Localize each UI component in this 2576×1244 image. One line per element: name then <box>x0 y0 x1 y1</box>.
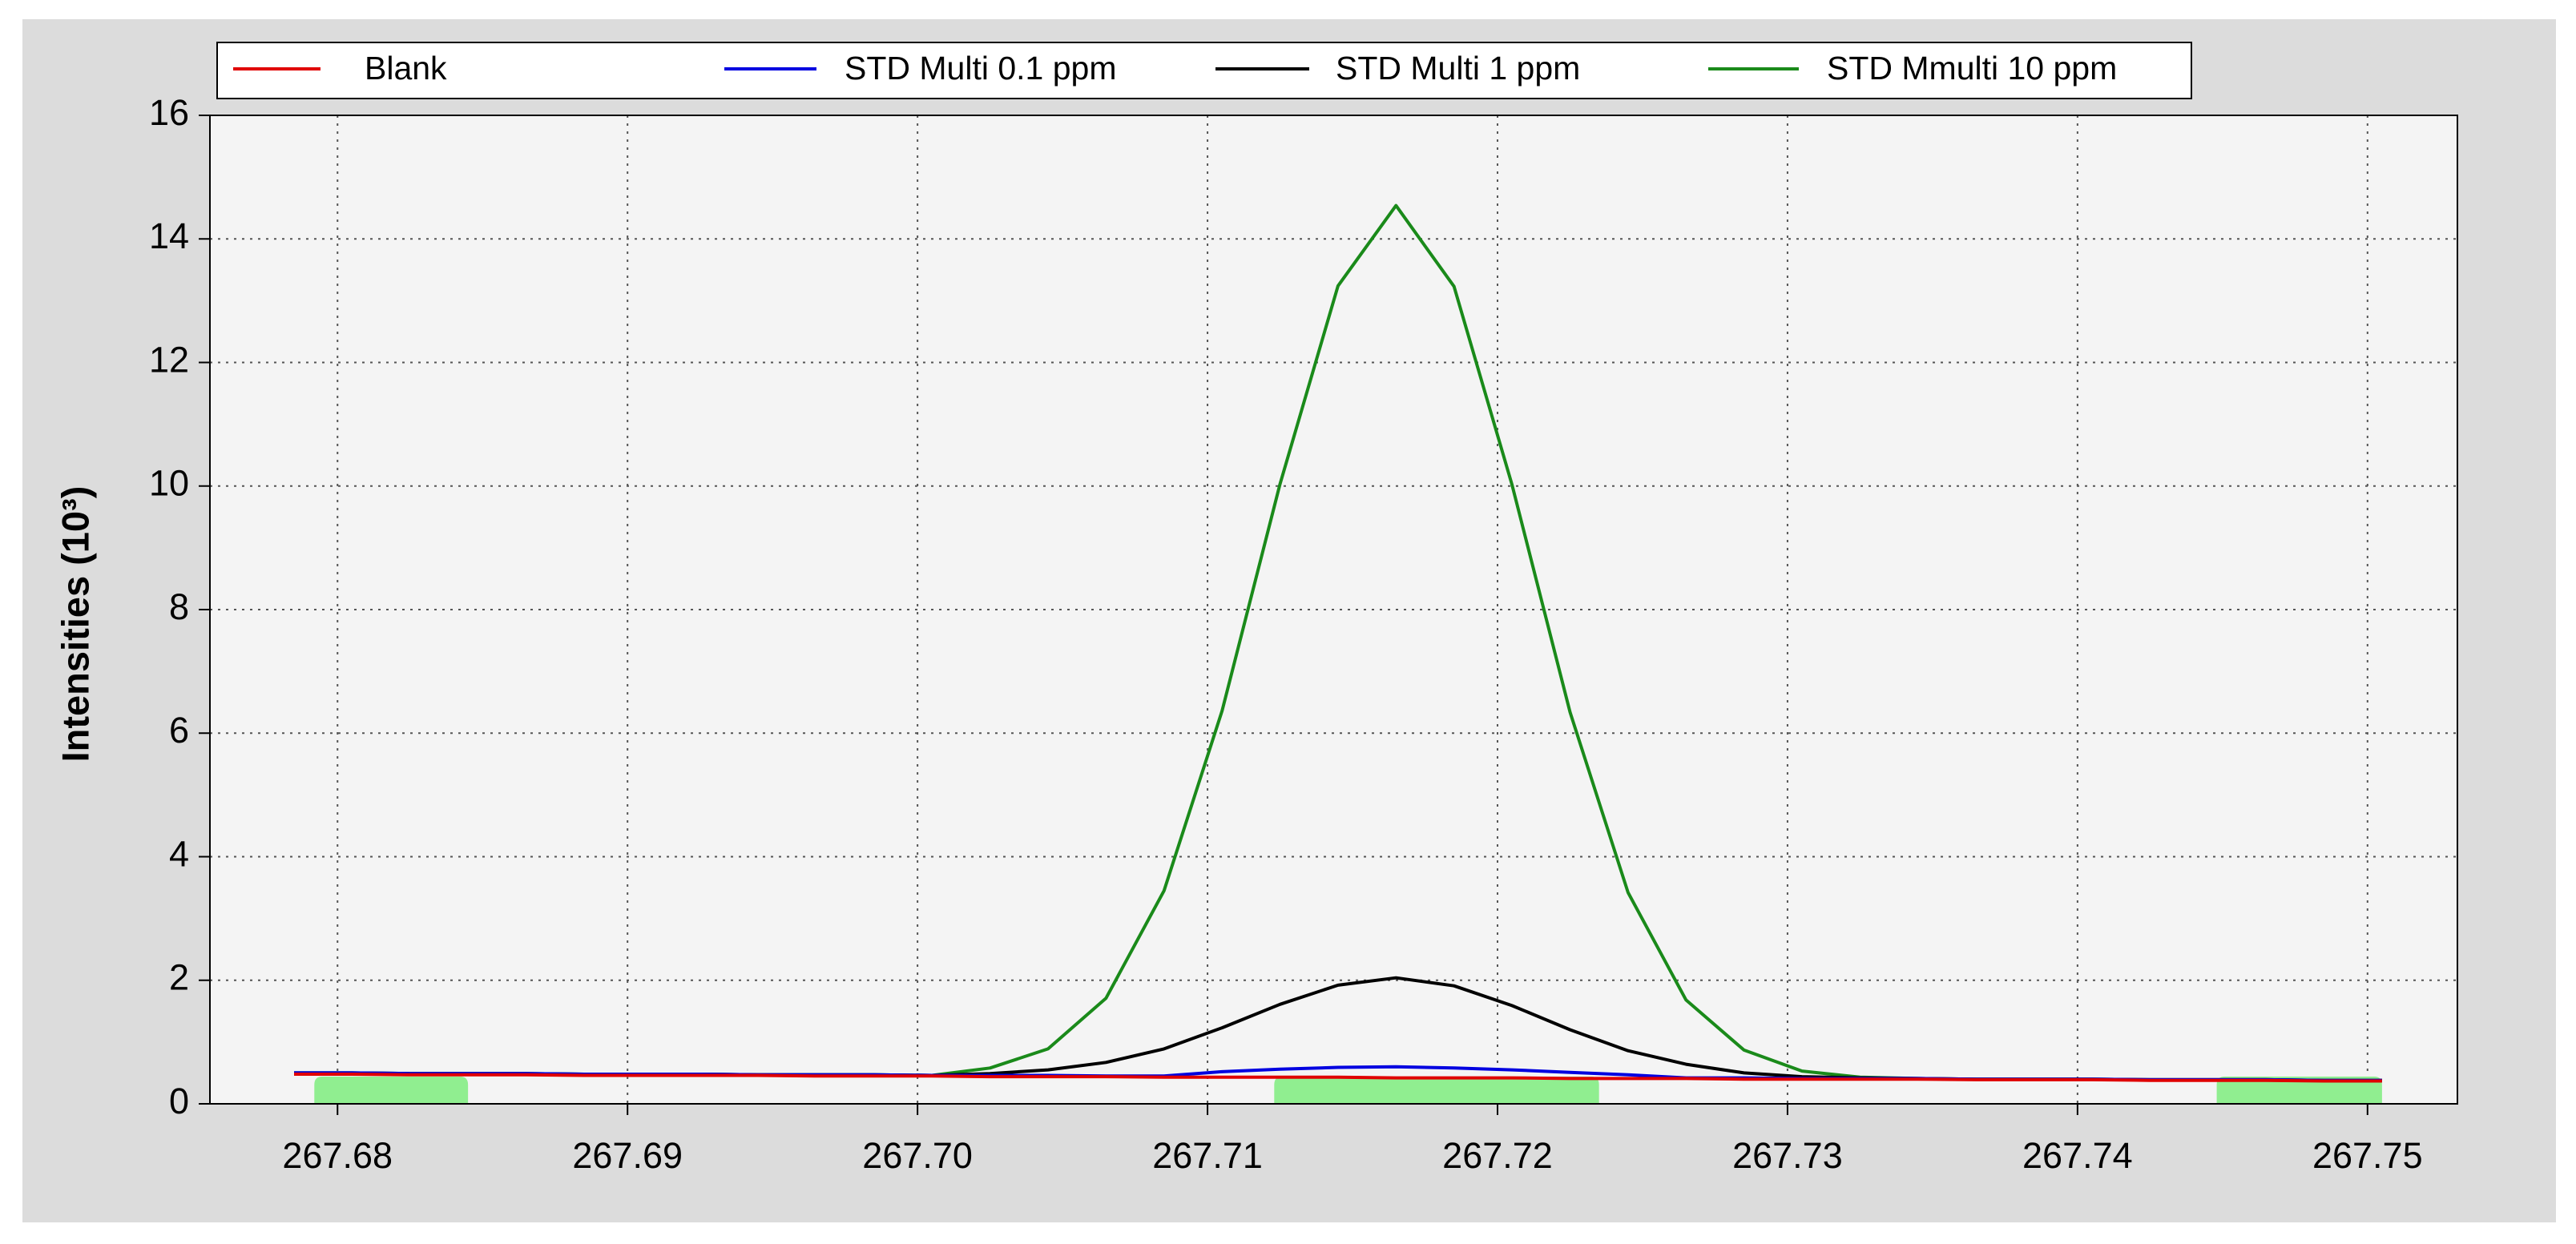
y-tick-label: 8 <box>169 586 189 627</box>
x-tick-label: 267.74 <box>2022 1135 2133 1176</box>
y-tick-label: 4 <box>169 833 189 874</box>
y-axis-label: Intensities (10³) <box>54 486 96 763</box>
x-tick-label: 267.71 <box>1152 1135 1263 1176</box>
legend-label: Blank <box>365 50 447 87</box>
y-tick-label: 16 <box>149 92 189 133</box>
series-line <box>294 1073 2382 1083</box>
x-tick-label: 267.70 <box>862 1135 973 1176</box>
x-tick-label: 267.73 <box>1732 1135 1843 1176</box>
y-tick-label: 12 <box>149 339 189 380</box>
legend-label: STD Mmulti 10 ppm <box>1827 50 2117 87</box>
highlight-range <box>2216 1077 2382 1104</box>
legend-label: STD Multi 0.1 ppm <box>845 50 1117 87</box>
y-tick-label: 0 <box>169 1081 189 1121</box>
highlight-range <box>1274 1077 1599 1104</box>
y-tick-label: 2 <box>169 957 189 998</box>
y-tick-label: 6 <box>169 710 189 751</box>
y-tick-label: 14 <box>149 215 189 256</box>
x-tick-label: 267.69 <box>572 1135 683 1176</box>
legend <box>216 42 2192 99</box>
y-tick-label: 10 <box>149 463 189 504</box>
x-tick-label: 267.68 <box>282 1135 393 1176</box>
highlight-range <box>314 1077 469 1104</box>
x-tick-label: 267.72 <box>1442 1135 1553 1176</box>
x-tick-label: 267.75 <box>2312 1135 2423 1176</box>
legend-label: STD Multi 1 ppm <box>1336 50 1580 87</box>
